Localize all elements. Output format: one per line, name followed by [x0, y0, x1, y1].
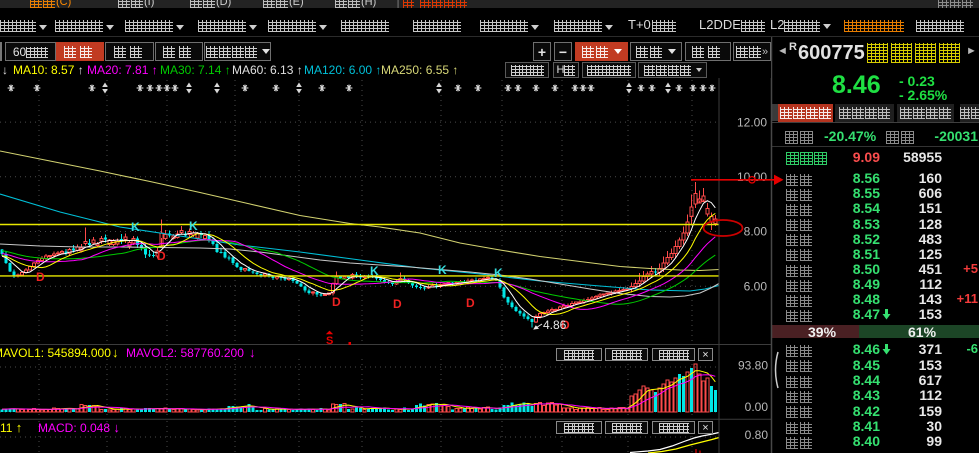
svg-text:K: K [438, 263, 447, 277]
svg-text:0.00: 0.00 [745, 400, 769, 414]
svg-text:D: D [332, 295, 341, 309]
svg-text:K: K [494, 266, 503, 280]
svg-text:K: K [189, 219, 198, 233]
svg-text:D: D [36, 270, 45, 284]
svg-text:D: D [466, 296, 475, 310]
svg-text:12.00: 12.00 [737, 115, 767, 129]
svg-text:D: D [561, 318, 570, 332]
svg-text:K: K [370, 264, 379, 278]
svg-text:93.80: 93.80 [738, 359, 768, 373]
svg-text:10.00: 10.00 [737, 170, 767, 184]
svg-text:0.80: 0.80 [745, 428, 769, 442]
svg-text:8.00: 8.00 [744, 225, 768, 239]
svg-text:D: D [393, 297, 402, 311]
svg-text:D: D [157, 249, 166, 263]
svg-text:K: K [131, 220, 140, 234]
svg-text:4.86: 4.86 [543, 318, 567, 332]
svg-text:6.00: 6.00 [744, 280, 768, 294]
